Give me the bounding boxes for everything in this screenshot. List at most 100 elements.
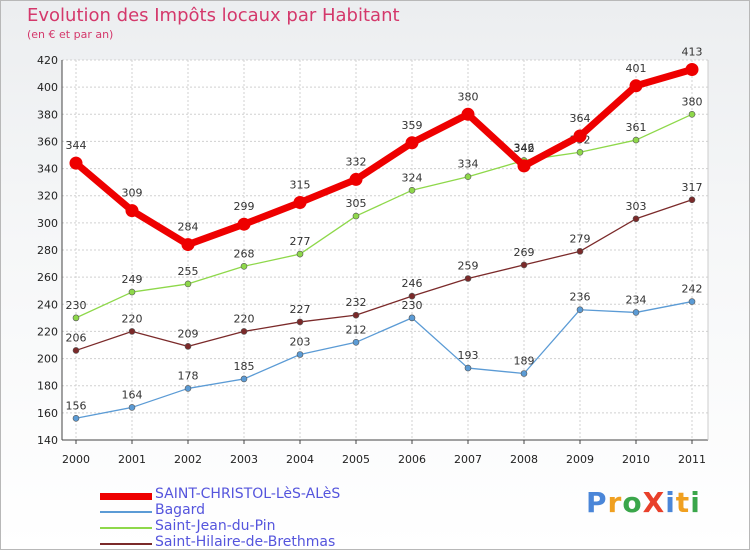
data-label: 189 [514, 355, 535, 368]
data-label: 277 [290, 235, 311, 248]
data-point [125, 204, 139, 218]
data-point [688, 196, 696, 204]
data-point [464, 275, 472, 282]
data-label: 242 [682, 283, 703, 296]
data-label: 255 [178, 265, 199, 278]
data-label: 361 [626, 121, 647, 134]
data-label: 317 [682, 181, 703, 194]
data-label: 193 [458, 349, 479, 362]
y-tick-label: 160 [37, 407, 58, 420]
data-point [184, 280, 192, 288]
data-point [128, 404, 136, 411]
data-label: 324 [402, 171, 423, 184]
series-line [75, 300, 693, 419]
series-line [75, 113, 693, 319]
data-point [128, 288, 136, 296]
legend-swatch [100, 511, 152, 513]
y-tick-label: 400 [37, 81, 58, 94]
x-tick-label: 2010 [622, 453, 650, 466]
data-point [352, 212, 360, 220]
data-point [408, 292, 416, 300]
data-label: 206 [66, 331, 87, 344]
data-label: 332 [346, 155, 367, 168]
chart-title: Evolution des Impôts locaux par Habitant [27, 5, 400, 26]
proxiti-logo: ProXiti [586, 486, 701, 519]
data-label: 364 [570, 112, 591, 125]
data-label: 413 [682, 46, 703, 59]
data-point [576, 306, 584, 314]
data-point [240, 262, 248, 270]
chart-subtitle: (en € et par an) [27, 28, 114, 41]
data-label: 178 [178, 369, 199, 382]
series-line [75, 199, 693, 352]
data-label: 334 [458, 158, 479, 171]
data-point [408, 186, 416, 194]
data-point [520, 261, 528, 269]
legend-swatch [100, 543, 152, 545]
data-label: 246 [402, 277, 423, 290]
x-tick-label: 2011 [678, 453, 706, 466]
y-tick-label: 200 [37, 353, 58, 366]
data-label: 234 [626, 293, 647, 306]
data-point [688, 298, 696, 305]
data-point [352, 311, 360, 319]
y-tick-label: 300 [37, 217, 58, 230]
data-point [128, 328, 136, 335]
data-point [405, 136, 419, 150]
data-label: 249 [122, 273, 143, 286]
x-tick-label: 2002 [174, 453, 202, 466]
y-tick-label: 280 [37, 244, 58, 257]
data-point [72, 414, 80, 422]
data-label: 303 [626, 200, 647, 213]
data-label: 268 [234, 247, 255, 260]
x-tick-label: 2003 [230, 453, 258, 466]
data-label: 380 [458, 90, 479, 103]
data-label: 236 [570, 291, 591, 304]
data-label: 269 [514, 246, 535, 259]
data-point [240, 328, 248, 335]
data-label: 346 [514, 141, 535, 154]
data-point [352, 338, 360, 346]
data-label: 232 [346, 296, 367, 309]
y-tick-label: 360 [37, 135, 58, 148]
data-point [296, 318, 304, 326]
data-point [576, 148, 584, 156]
data-point [181, 238, 195, 252]
y-tick-label: 240 [37, 298, 58, 311]
series-line [73, 66, 693, 249]
data-point [464, 173, 472, 181]
y-tick-label: 380 [37, 108, 58, 121]
data-point [629, 79, 643, 93]
data-point [296, 351, 304, 358]
data-label: 305 [346, 197, 367, 210]
data-label: 164 [122, 388, 143, 401]
data-label: 342 [514, 142, 535, 155]
data-label: 359 [402, 119, 423, 132]
data-point [632, 215, 640, 223]
data-point [520, 370, 528, 377]
y-tick-label: 140 [37, 434, 58, 447]
data-point [237, 217, 251, 231]
data-point [688, 110, 696, 118]
data-point [685, 63, 699, 76]
legend-swatch [100, 527, 152, 529]
data-point [464, 364, 472, 372]
data-point [69, 156, 83, 170]
x-tick-label: 2008 [510, 453, 538, 466]
y-tick-label: 220 [37, 325, 58, 338]
data-label: 220 [234, 312, 255, 325]
data-point [184, 343, 192, 350]
data-label: 380 [682, 95, 703, 108]
data-point [240, 375, 248, 383]
y-tick-label: 420 [37, 54, 58, 67]
data-point [408, 314, 416, 322]
data-point [349, 172, 363, 186]
x-tick-label: 2000 [62, 453, 90, 466]
data-point [296, 250, 304, 258]
data-label: 212 [346, 323, 367, 336]
legend-label: SAINT-CHRISTOL-LèS-ALèS [155, 486, 341, 502]
data-point [573, 129, 587, 143]
x-tick-label: 2006 [398, 453, 426, 466]
data-label: 185 [234, 360, 255, 373]
data-label: 227 [290, 303, 311, 316]
